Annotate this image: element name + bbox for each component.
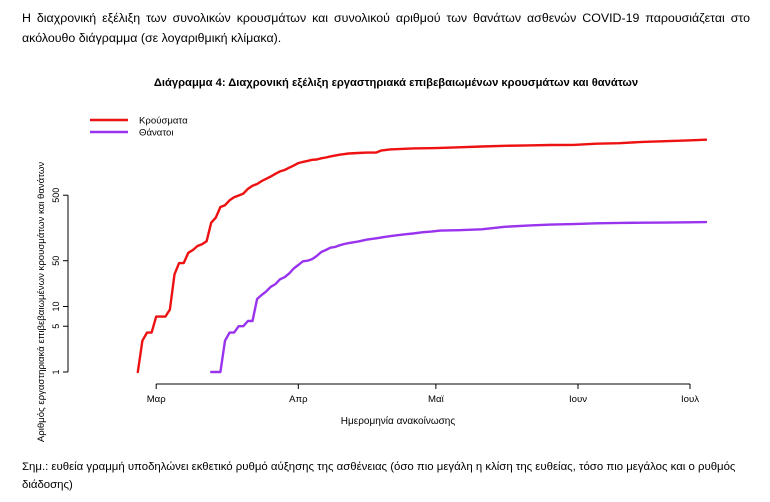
legend-label-deaths: Θάνατοι [139,128,173,139]
x-tick-label: Μαϊ [428,394,445,405]
series-group [136,138,708,374]
y-tick-label: 5 [51,324,61,329]
x-tick-label: Απρ [289,394,308,405]
y-tick-label: 1 [51,369,61,374]
x-tick-label: Ιουλ [681,394,699,405]
chart-svg: Διάγραμμα 4: Διαχρονική εξέλιξη εργαστηρ… [36,77,708,442]
x-tick-label: Ιουν [569,394,587,405]
y-tick-label: 50 [51,256,61,266]
series-line-cases [136,138,708,374]
chart-title: Διάγραμμα 4: Διαχρονική εξέλιξη εργαστηρ… [154,77,638,89]
x-axis-label: Ημερομηνία ανακοίνωσης [341,415,456,427]
series-line-deaths [210,220,708,374]
footnote: Σημ.: ευθεία γραμμή υποδηλώνει εκθετικό … [22,461,736,491]
x-tick-label: Μαρ [147,394,167,405]
legend-label-cases: Κρούσματα [139,116,188,127]
y-tick-label: 500 [51,188,61,203]
y-tick-label: 10 [51,301,61,311]
axes-group: 1 5 10 50 500 Μαρ Απρ Μαϊ Ιουν Ιουλ [51,188,699,405]
chart-figure: Διάγραμμα 4: Διαχρονική εξέλιξη εργαστηρ… [0,62,770,442]
y-axis-label: Αριθμός εργαστηριακά επιβεβαιωμένων κρου… [36,162,47,442]
intro-paragraph: Η διαχρονική εξέλιξη των συνολικών κρουσ… [22,11,750,45]
